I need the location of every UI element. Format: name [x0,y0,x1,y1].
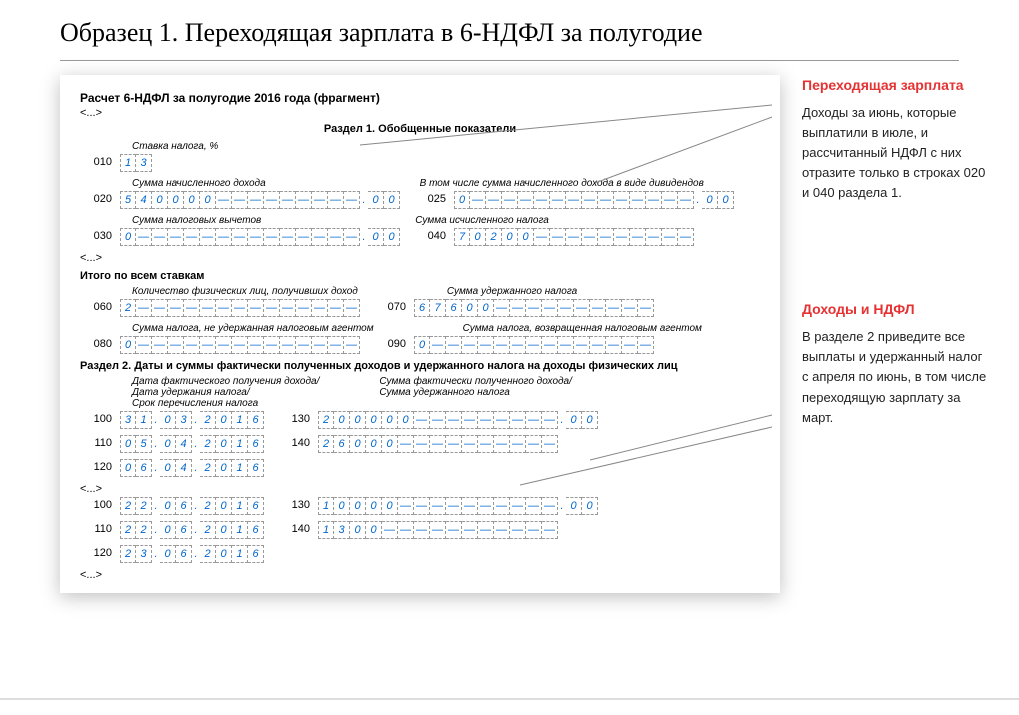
b2-code-100: 100 [80,497,120,511]
cells-025: 0.00 [454,191,734,209]
b1-row-120: 120 06.04.2016 [80,459,760,477]
s2-labels-right: Сумма фактически полученного дохода/ Сум… [379,376,572,409]
b1-row-100: 100 31.03.2016 130 200000.00 [80,411,760,429]
label-090: Сумма налога, возвращенная налоговым аге… [463,323,702,334]
b2-code-140: 140 [278,521,318,535]
page-title: Образец 1. Переходящая зарплата в 6-НДФЛ… [0,0,1019,60]
row-020: 020 540000.00 025 0.00 [80,191,760,209]
label-025: В том числе сумма начисленного дохода в … [420,178,760,189]
cells-040: 70200 [454,228,694,246]
b1-cells-100: 31.03.2016 [120,411,264,429]
s2-labels-left: Дата фактического получения дохода/ Дата… [132,376,319,409]
row-080: 080 0 090 0 [80,336,760,354]
label-070: Сумма удержанного налога [447,286,577,297]
side-text-1: Доходы за июнь, которые выплатили в июле… [802,103,990,204]
label-030: Сумма налоговых вычетов [132,215,261,226]
label-040: Сумма исчисленного налога [415,215,760,226]
b1-row-110: 110 05.04.2016 140 26000 [80,435,760,453]
row-030: 030 0.00 040 70200 [80,228,760,246]
code-025: 025 [414,191,454,205]
b2-code-120: 120 [80,545,120,559]
side-title-2: Доходы и НДФЛ [802,299,990,321]
code-090: 090 [374,336,414,350]
b1-code-100: 100 [80,411,120,425]
cells-060: 2 [120,299,360,317]
side-block-1: Переходящая зарплата Доходы за июнь, кот… [802,75,990,203]
b2-cells-120: 23.06.2016 [120,545,264,563]
b2-code-110: 110 [80,521,120,535]
side-block-2: Доходы и НДФЛ В разделе 2 приведите все … [802,299,990,427]
cells-090: 0 [414,336,654,354]
title-rule [60,60,959,61]
b2-cells-140: 1300 [318,521,558,539]
row-060: 060 2 070 67600 [80,299,760,317]
cells-020: 540000.00 [120,191,400,209]
code-060: 060 [80,299,120,313]
ellipsis-3: <...> [80,483,760,495]
code-020: 020 [80,191,120,205]
ellipsis-2: <...> [80,252,760,264]
code-070: 070 [374,299,414,313]
label-010: Ставка налога, % [132,141,760,152]
b2-row-110: 110 22.06.2016 140 1300 [80,521,760,539]
b2-cells-130: 10000.00 [318,497,598,515]
code-010: 010 [80,154,120,168]
section1-title: Раздел 1. Обобщенные показатели [80,123,760,135]
code-040: 040 [414,228,454,242]
ellipsis-4: <...> [80,569,760,581]
cells-070: 67600 [414,299,654,317]
b2-cells-110: 22.06.2016 [120,521,264,539]
b1-cells-130: 200000.00 [318,411,598,429]
b1-code-140: 140 [278,435,318,449]
label-080: Сумма налога, не удержанная налоговым аг… [132,323,374,334]
b2-code-130: 130 [278,497,318,511]
b2-cells-100: 22.06.2016 [120,497,264,515]
side-title-1: Переходящая зарплата [802,75,990,97]
b1-code-110: 110 [80,435,120,449]
all-rates-head: Итого по всем ставкам [80,270,760,282]
label-060: Количество физических лиц, получивших до… [132,286,358,297]
label-020: Сумма начисленного дохода [132,178,266,189]
row-010: 010 13 [80,154,760,172]
b2-row-120: 120 23.06.2016 [80,545,760,563]
side-panel: Переходящая зарплата Доходы за июнь, кот… [780,75,990,593]
section2-title: Раздел 2. Даты и суммы фактически получе… [80,360,760,372]
cells-030: 0.00 [120,228,400,246]
code-080: 080 [80,336,120,350]
ellipsis: <...> [80,107,760,119]
content: Расчет 6-НДФЛ за полугодие 2016 года (фр… [0,75,1019,593]
b1-cells-120: 06.04.2016 [120,459,264,477]
b1-code-120: 120 [80,459,120,473]
b1-cells-140: 26000 [318,435,558,453]
code-030: 030 [80,228,120,242]
side-text-2: В разделе 2 приведите все выплаты и удер… [802,327,990,428]
cells-010: 13 [120,154,152,172]
b1-cells-110: 05.04.2016 [120,435,264,453]
cells-080: 0 [120,336,360,354]
form-panel: Расчет 6-НДФЛ за полугодие 2016 года (фр… [60,75,780,593]
b2-row-100: 100 22.06.2016 130 10000.00 [80,497,760,515]
form-title: Расчет 6-НДФЛ за полугодие 2016 года (фр… [80,91,760,105]
b1-code-130: 130 [278,411,318,425]
